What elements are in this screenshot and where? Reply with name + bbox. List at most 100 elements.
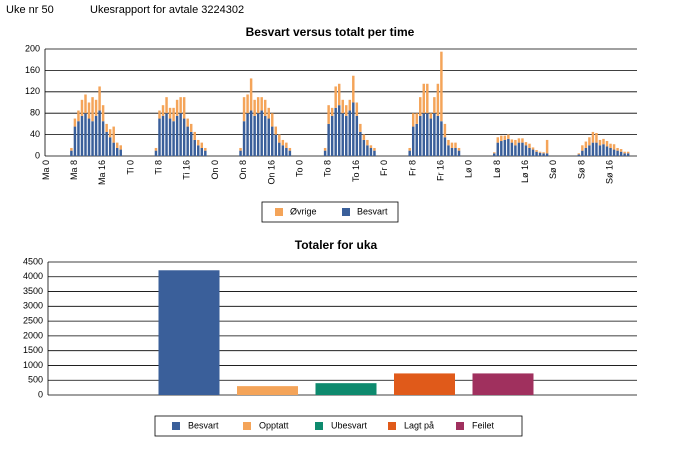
bar-segment — [538, 152, 542, 156]
y-tick-label: 40 — [30, 129, 40, 139]
bar-segment — [450, 142, 454, 148]
bar — [472, 373, 534, 395]
bar-segment — [246, 113, 249, 156]
bar-segment — [369, 145, 373, 148]
bar-segment — [84, 113, 87, 156]
bar-segment — [436, 115, 440, 156]
bar-segment — [168, 107, 172, 119]
x-tick-label: Lø 0 — [464, 160, 474, 178]
x-tick-label: On 8 — [238, 160, 248, 180]
bar-segment — [355, 115, 359, 156]
chart-title: Totaler for uka — [295, 238, 378, 252]
bar-segment — [70, 150, 73, 156]
bar-segment — [348, 110, 352, 156]
bar-segment — [362, 134, 366, 140]
y-tick-label: 3500 — [23, 286, 43, 296]
bar-segment — [531, 149, 535, 156]
bar-segment — [327, 123, 330, 156]
bar-segment — [605, 141, 609, 147]
bar-segment — [161, 105, 165, 116]
bar-segment — [577, 154, 581, 156]
x-tick-label: Fr 16 — [435, 160, 445, 181]
legend-swatch — [315, 422, 323, 430]
bar-segment — [496, 142, 500, 156]
bar-segment — [193, 139, 196, 156]
bar-segment — [108, 129, 112, 138]
bar-segment — [517, 142, 521, 156]
y-tick-label: 0 — [38, 389, 43, 399]
report-title: Ukesrapport for avtale 3224302 — [90, 4, 244, 16]
legend-label: Besvart — [188, 420, 219, 430]
bar-segment — [496, 137, 500, 143]
bar-segment — [612, 144, 616, 150]
bar-segment — [323, 147, 327, 151]
bar-segment — [598, 145, 602, 156]
bar-segment — [415, 113, 418, 124]
x-tick-label: On 0 — [210, 160, 220, 180]
bar-segment — [355, 102, 359, 116]
bar-segment — [362, 139, 366, 156]
bar-segment — [70, 147, 73, 151]
bar-segment — [239, 147, 242, 151]
legend-label: Feilet — [472, 420, 495, 430]
bar-segment — [373, 150, 376, 156]
bar-segment — [510, 142, 514, 156]
bar-segment — [274, 126, 278, 135]
x-tick-label: To 8 — [323, 160, 333, 177]
x-tick-label: Lø 8 — [492, 160, 502, 178]
bar-segment — [158, 110, 161, 119]
bar-segment — [507, 134, 510, 139]
bar — [315, 383, 377, 395]
bar-segment — [204, 147, 207, 151]
bar-segment — [267, 118, 270, 156]
bar-segment — [440, 121, 443, 156]
bar — [237, 386, 298, 395]
bar-segment — [94, 99, 98, 116]
bar-segment — [337, 105, 341, 156]
legend-swatch — [456, 422, 464, 430]
bar-segment — [341, 113, 344, 156]
bar-segment — [419, 97, 422, 116]
y-tick-label: 1500 — [23, 345, 43, 355]
bar-segment — [588, 137, 591, 146]
bar-segment — [197, 139, 200, 146]
x-tick-label: Fr 8 — [407, 160, 417, 176]
bar-segment — [256, 97, 260, 114]
bar-segment — [369, 147, 373, 156]
bar-segment — [80, 99, 84, 116]
bar-segment — [623, 153, 626, 156]
bar-segment — [612, 149, 616, 156]
bar-segment — [359, 123, 362, 132]
bar-segment — [433, 113, 436, 156]
bar-segment — [154, 150, 158, 156]
bar-segment — [352, 102, 355, 156]
bar-segment — [422, 113, 426, 156]
x-tick-label: Fr 0 — [379, 160, 389, 176]
y-tick-label: 4500 — [23, 256, 43, 266]
x-tick-label: Sø 8 — [576, 160, 586, 179]
bar-segment — [619, 149, 623, 152]
bar-segment — [242, 97, 246, 122]
legend-box — [154, 415, 523, 437]
bar-segment — [260, 110, 263, 156]
bar-segment — [112, 142, 115, 156]
bar-segment — [588, 145, 591, 156]
bar-segment — [366, 139, 369, 146]
y-tick-label: 80 — [30, 108, 40, 118]
bar-segment — [542, 152, 545, 154]
bar-segment — [535, 151, 538, 156]
bar-segment — [507, 138, 510, 156]
bar-segment — [616, 150, 619, 156]
bar-segment — [281, 145, 285, 156]
bar-segment — [591, 142, 595, 156]
bar-segment — [422, 83, 426, 114]
bar-segment — [271, 126, 274, 156]
bar-segment — [165, 113, 168, 156]
bar-segment — [345, 115, 348, 156]
bar-segment — [158, 118, 161, 156]
bar-segment — [584, 141, 588, 148]
bar-segment — [440, 51, 443, 122]
bar-segment — [161, 115, 165, 156]
bar-segment — [602, 138, 605, 145]
